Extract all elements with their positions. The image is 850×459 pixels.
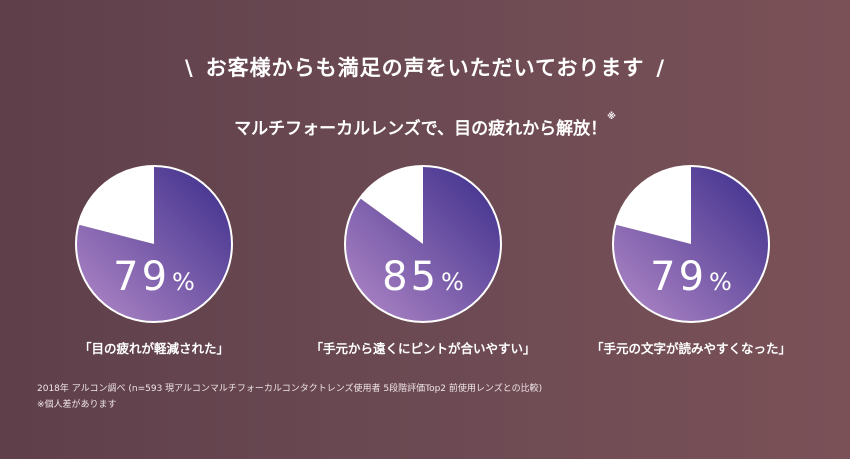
pie-3-slice-2	[615, 166, 691, 244]
pie-1-slice-1	[75, 166, 232, 322]
pie-1-value: 79	[113, 254, 171, 300]
pie-2-value: 85	[382, 254, 440, 300]
subhead-note-mark: ※	[607, 112, 616, 122]
pie-3-slice-1	[612, 166, 769, 322]
pie-2-unit: %	[441, 268, 464, 296]
footnote-disclaimer: ※個人差があります	[37, 400, 117, 410]
pie-3-outline	[612, 165, 770, 323]
subhead: マルチフォーカルレンズで、目の疲れから解放！※	[0, 112, 850, 139]
pie-1-unit: %	[172, 268, 195, 296]
pie-3-value: 79	[650, 254, 708, 300]
pie-chart-3: 79%	[609, 162, 773, 326]
pie-2-slice-1	[345, 166, 502, 322]
pie-1-value-label: 79%	[72, 254, 236, 300]
pie-chart-2: 85%	[341, 162, 505, 326]
pie-3-svg	[612, 165, 770, 323]
pie-1-caption: 「目の疲れが軽減された」	[78, 341, 229, 356]
pie-2-value-label: 85%	[341, 254, 505, 300]
headline: \ お客様からも満足の声をいただいております /	[0, 52, 850, 82]
pie-3-unit: %	[709, 268, 732, 296]
headline-right-mark: /	[656, 56, 666, 80]
pie-2-svg	[344, 165, 502, 323]
subhead-text: マルチフォーカルレンズで、目の疲れから解放！	[234, 119, 608, 139]
headline-left-mark: \	[184, 56, 194, 80]
pie-2-caption: 「手元から遠くにピントが合いやすい」	[310, 341, 536, 356]
headline-text: お客様からも満足の声をいただいております	[205, 56, 645, 80]
pie-1-slice-2	[78, 166, 154, 244]
pie-chart-1: 79%	[72, 162, 236, 326]
pie-1-outline	[75, 165, 233, 323]
footnote-survey: 2018年 アルコン調べ (n=593 現アルコンマルチフォーカルコンタクトレン…	[37, 384, 543, 394]
pie-2-outline	[344, 165, 502, 323]
pie-3-value-label: 79%	[609, 254, 773, 300]
pie-2-slice-2	[359, 166, 423, 244]
pie-3-caption: 「手元の文字が読みやすくなった」	[590, 341, 791, 356]
pie-1-svg	[75, 165, 233, 323]
